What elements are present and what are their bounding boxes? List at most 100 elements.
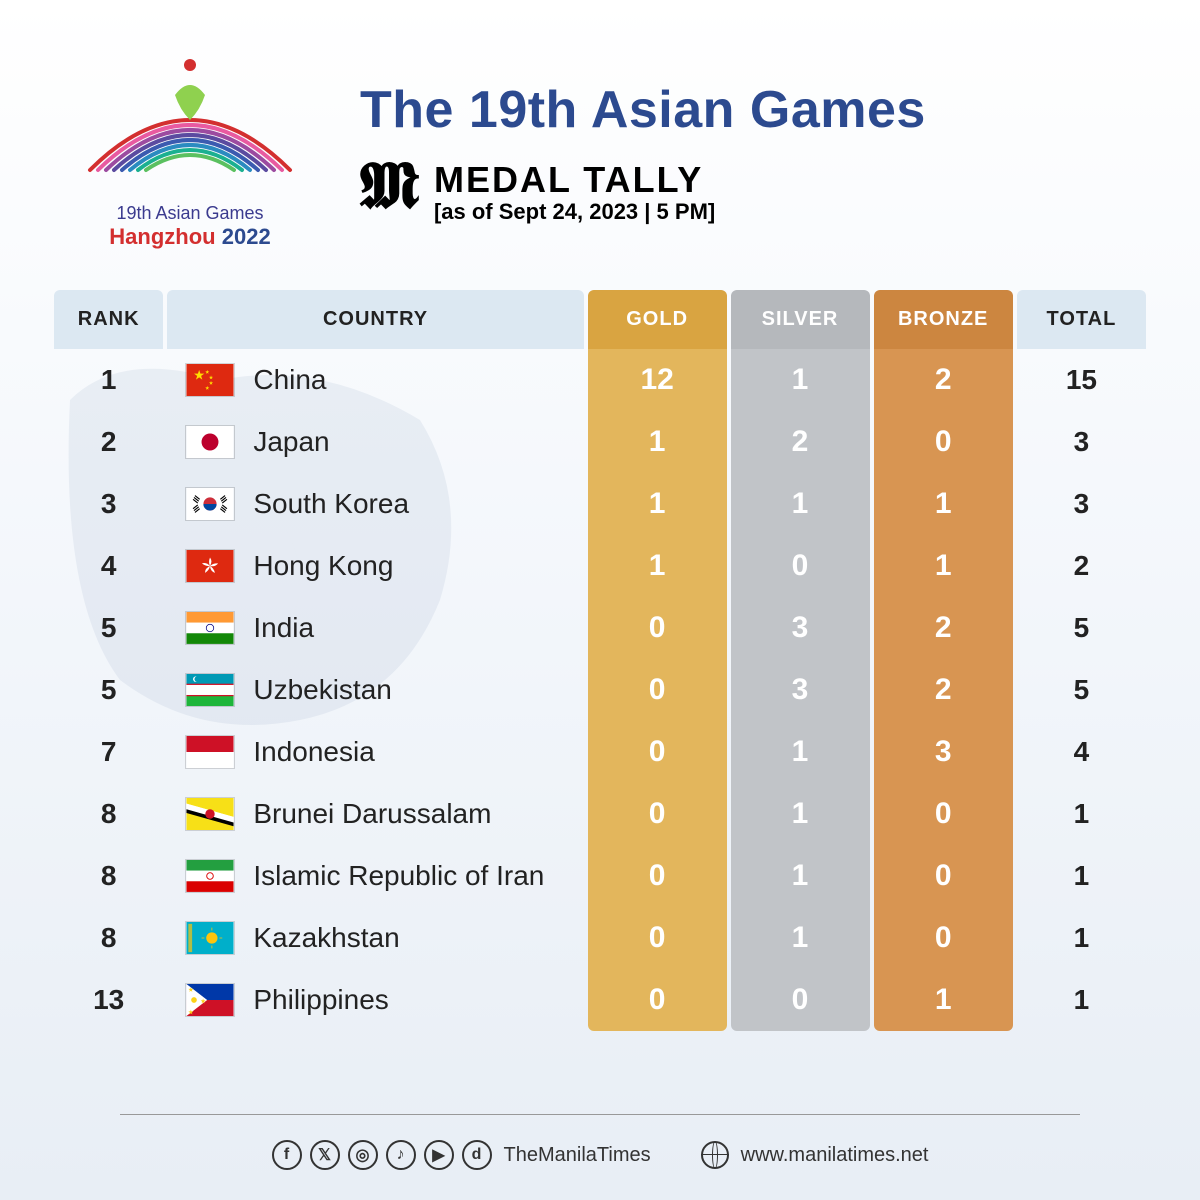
social-icons: f𝕏◎♪▶d	[272, 1140, 492, 1170]
social-icon: ◎	[348, 1140, 378, 1170]
flag-icon	[185, 921, 235, 955]
country-cell: India	[167, 597, 583, 659]
table-row: 8Islamic Republic of Iran0101	[54, 845, 1146, 907]
silver-cell: 1	[731, 349, 870, 411]
col-gold: GOLD	[588, 290, 727, 349]
table-row: 5Uzbekistan0325	[54, 659, 1146, 721]
total-cell: 1	[1017, 783, 1146, 845]
col-silver: SILVER	[731, 290, 870, 349]
country-name: South Korea	[253, 488, 409, 520]
table-row: 8Brunei Darussalam0101	[54, 783, 1146, 845]
manila-times-logo-icon: 𝕸	[360, 166, 419, 217]
social-icon: ▶	[424, 1140, 454, 1170]
table-row: 13★★★Philippines0011	[54, 969, 1146, 1031]
rank-cell: 8	[54, 907, 163, 969]
bronze-cell: 1	[874, 473, 1013, 535]
table-row: 4Hong Kong1012	[54, 535, 1146, 597]
bronze-cell: 2	[874, 597, 1013, 659]
silver-cell: 1	[731, 845, 870, 907]
silver-cell: 0	[731, 535, 870, 597]
games-logo: 19th Asian Games Hangzhou 2022	[50, 50, 330, 250]
country-name: Hong Kong	[253, 550, 393, 582]
logo-line2a: Hangzhou	[109, 224, 215, 249]
table-row: 7Indonesia0134	[54, 721, 1146, 783]
country-cell: Japan	[167, 411, 583, 473]
flag-icon	[185, 487, 235, 521]
main-title: The 19th Asian Games	[360, 80, 1150, 140]
col-rank: RANK	[54, 290, 163, 349]
gold-cell: 12	[588, 349, 727, 411]
globe-icon	[701, 1141, 729, 1169]
table-row: 1★★★★★China121215	[54, 349, 1146, 411]
total-cell: 3	[1017, 473, 1146, 535]
flag-icon: ★★★★★	[185, 363, 235, 397]
gold-cell: 1	[588, 535, 727, 597]
footer-divider	[120, 1114, 1080, 1115]
silver-cell: 1	[731, 721, 870, 783]
country-cell: Uzbekistan	[167, 659, 583, 721]
country-cell: Islamic Republic of Iran	[167, 845, 583, 907]
rank-cell: 7	[54, 721, 163, 783]
silver-cell: 1	[731, 473, 870, 535]
gold-cell: 0	[588, 845, 727, 907]
flag-icon	[185, 797, 235, 831]
bronze-cell: 1	[874, 535, 1013, 597]
rank-cell: 8	[54, 783, 163, 845]
country-name: Uzbekistan	[253, 674, 392, 706]
flag-icon: ★★★	[185, 983, 235, 1017]
rank-cell: 4	[54, 535, 163, 597]
gold-cell: 1	[588, 411, 727, 473]
col-bronze: BRONZE	[874, 290, 1013, 349]
total-cell: 5	[1017, 659, 1146, 721]
country-cell: ★★★★★ China	[167, 349, 583, 411]
gold-cell: 0	[588, 783, 727, 845]
social-icon: 𝕏	[310, 1140, 340, 1170]
logo-line1: 19th Asian Games	[50, 203, 330, 224]
rank-cell: 5	[54, 659, 163, 721]
footer: f𝕏◎♪▶d TheManilaTimes www.manilatimes.ne…	[0, 1140, 1200, 1170]
table-row: 2Japan1203	[54, 411, 1146, 473]
country-cell: ★★★ Philippines	[167, 969, 583, 1031]
silver-cell: 3	[731, 597, 870, 659]
bronze-cell: 2	[874, 349, 1013, 411]
medal-table: RANK COUNTRY GOLD SILVER BRONZE TOTAL 1★…	[50, 290, 1150, 1031]
tally-date: [as of Sept 24, 2023 | 5 PM]	[434, 200, 715, 224]
country-name: China	[253, 364, 326, 396]
rank-cell: 1	[54, 349, 163, 411]
rank-cell: 13	[54, 969, 163, 1031]
total-cell: 1	[1017, 845, 1146, 907]
bronze-cell: 2	[874, 659, 1013, 721]
bronze-cell: 0	[874, 907, 1013, 969]
table-row: 3South Korea1113	[54, 473, 1146, 535]
country-cell: Brunei Darussalam	[167, 783, 583, 845]
silver-cell: 1	[731, 783, 870, 845]
tally-title: MEDAL TALLY	[434, 160, 715, 200]
rank-cell: 5	[54, 597, 163, 659]
bronze-cell: 0	[874, 845, 1013, 907]
gold-cell: 0	[588, 907, 727, 969]
footer-handle: TheManilaTimes	[504, 1144, 651, 1167]
total-cell: 1	[1017, 969, 1146, 1031]
social-icon: d	[462, 1140, 492, 1170]
country-name: Brunei Darussalam	[253, 798, 491, 830]
flag-icon	[185, 735, 235, 769]
total-cell: 2	[1017, 535, 1146, 597]
flag-icon	[185, 859, 235, 893]
total-cell: 15	[1017, 349, 1146, 411]
col-country: COUNTRY	[167, 290, 583, 349]
bronze-cell: 0	[874, 411, 1013, 473]
country-cell: Hong Kong	[167, 535, 583, 597]
total-cell: 1	[1017, 907, 1146, 969]
logo-line2b: 2022	[216, 224, 271, 249]
flag-icon	[185, 425, 235, 459]
rank-cell: 3	[54, 473, 163, 535]
footer-url: www.manilatimes.net	[741, 1144, 929, 1167]
gold-cell: 1	[588, 473, 727, 535]
total-cell: 4	[1017, 721, 1146, 783]
table-row: 5India0325	[54, 597, 1146, 659]
gold-cell: 0	[588, 969, 727, 1031]
country-name: India	[253, 612, 314, 644]
country-name: Philippines	[253, 984, 388, 1016]
social-icon: f	[272, 1140, 302, 1170]
gold-cell: 0	[588, 659, 727, 721]
